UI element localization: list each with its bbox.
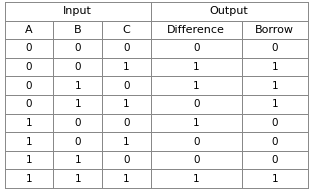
Text: 1: 1 [74, 81, 81, 91]
Text: 0: 0 [26, 81, 32, 91]
Text: 1: 1 [26, 118, 32, 128]
Text: 0: 0 [123, 118, 130, 128]
Text: 0: 0 [74, 62, 81, 72]
Text: 1: 1 [271, 62, 278, 72]
Text: 0: 0 [272, 137, 278, 146]
Text: B: B [74, 25, 82, 35]
Text: 1: 1 [193, 174, 200, 184]
Text: 0: 0 [123, 81, 130, 91]
Text: 1: 1 [26, 155, 32, 165]
Text: 1: 1 [271, 99, 278, 109]
Text: 1: 1 [193, 118, 200, 128]
Text: 0: 0 [193, 137, 199, 146]
Text: 1: 1 [26, 137, 32, 146]
Text: C: C [122, 25, 130, 35]
Text: 0: 0 [272, 44, 278, 53]
Text: 0: 0 [193, 44, 199, 53]
Text: 0: 0 [123, 44, 130, 53]
Text: 0: 0 [74, 137, 81, 146]
Text: 1: 1 [271, 174, 278, 184]
Text: 1: 1 [74, 155, 81, 165]
Text: 0: 0 [272, 118, 278, 128]
Text: 0: 0 [74, 44, 81, 53]
Text: A: A [25, 25, 33, 35]
Text: Difference: Difference [167, 25, 225, 35]
Text: 1: 1 [193, 62, 200, 72]
Text: 1: 1 [26, 174, 32, 184]
Text: 1: 1 [74, 99, 81, 109]
Text: 1: 1 [123, 99, 130, 109]
Text: 0: 0 [26, 99, 32, 109]
Text: 0: 0 [123, 155, 130, 165]
Text: 1: 1 [271, 81, 278, 91]
Text: 0: 0 [193, 155, 199, 165]
Text: 0: 0 [193, 99, 199, 109]
Text: 0: 0 [26, 62, 32, 72]
Text: 0: 0 [26, 44, 32, 53]
Text: 0: 0 [74, 118, 81, 128]
Text: 0: 0 [272, 155, 278, 165]
Text: 1: 1 [74, 174, 81, 184]
Text: 1: 1 [123, 62, 130, 72]
Text: 1: 1 [123, 174, 130, 184]
Text: 1: 1 [193, 81, 200, 91]
Text: Borrow: Borrow [255, 25, 294, 35]
Text: Input: Input [63, 6, 92, 16]
Text: 1: 1 [123, 137, 130, 146]
Text: Output: Output [210, 6, 249, 16]
